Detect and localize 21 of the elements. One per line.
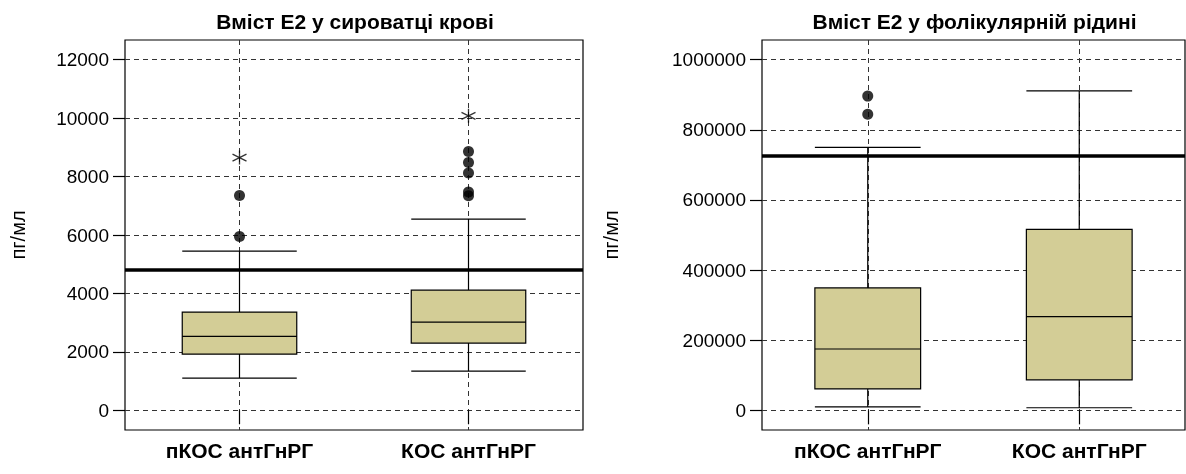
- y-tick-label: 6000: [66, 224, 109, 246]
- y-tick-label: 1000000: [672, 49, 746, 71]
- y-tick-label: 0: [98, 399, 109, 421]
- x-tick-label: КОС антГнРГ: [1011, 439, 1147, 462]
- y-axis-title: пг/мл: [7, 210, 29, 260]
- y-tick-label: 800000: [682, 119, 746, 141]
- x-tick-label: пКОС антГнРГ: [794, 439, 942, 462]
- y-tick-label: 4000: [66, 282, 109, 304]
- y-tick-label: 8000: [66, 166, 109, 188]
- y-tick-label: 12000: [56, 49, 109, 71]
- y-tick-label: 10000: [56, 107, 109, 129]
- y-tick-label: 200000: [682, 329, 746, 351]
- y-tick-label: 0: [735, 399, 746, 421]
- y-tick-label: 2000: [66, 341, 109, 363]
- y-tick-label: 400000: [682, 259, 746, 281]
- x-tick-label: КОС антГнРГ: [401, 439, 536, 462]
- chart-title: Вміст E2 у фолікулярній рідині: [812, 10, 1137, 33]
- chart-title: Вміст E2 у сироватці крові: [216, 10, 494, 33]
- x-tick-label: пКОС антГнРГ: [165, 439, 314, 462]
- y-tick-label: 600000: [682, 189, 746, 211]
- y-axis-title: пг/мл: [600, 210, 622, 260]
